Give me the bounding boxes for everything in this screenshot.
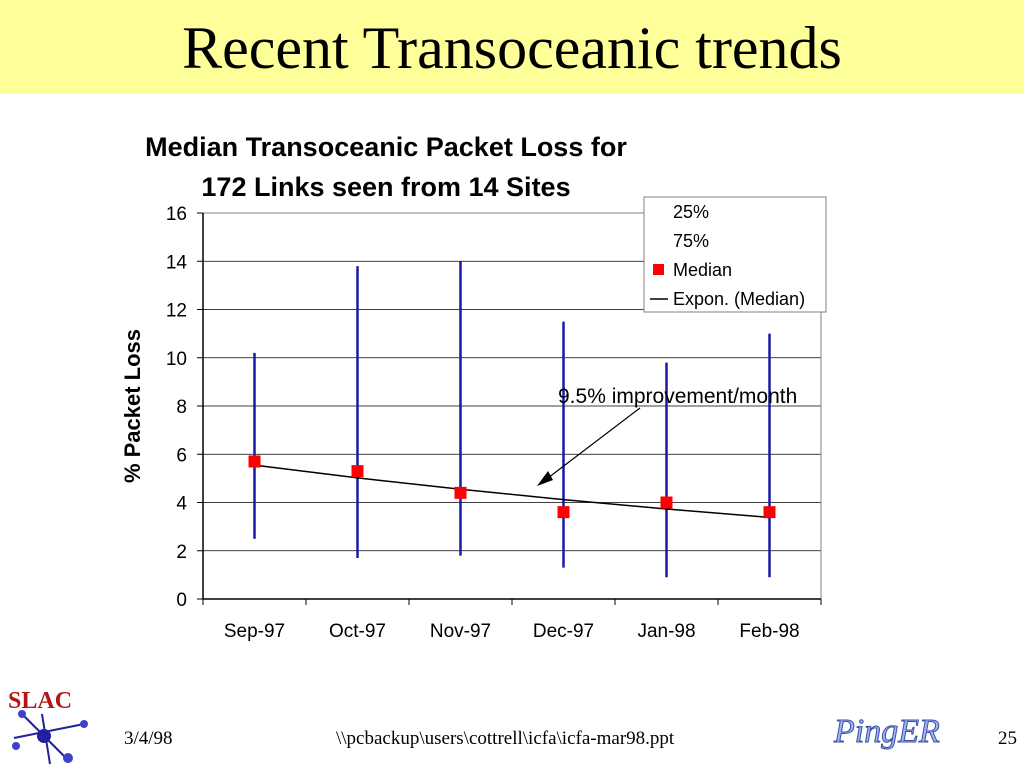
page-number: 25 <box>998 728 1017 749</box>
annotation-text: 9.5% improvement/month <box>558 385 797 408</box>
y-tick-label: 0 <box>176 590 187 611</box>
y-tick-label: 6 <box>176 445 187 466</box>
legend-label: Expon. (Median) <box>673 289 805 309</box>
y-axis-label: % Packet Loss <box>120 329 145 483</box>
pinger-logo: PingER <box>830 706 950 756</box>
y-tick-label: 14 <box>166 252 188 273</box>
annotation-arrow-head <box>537 471 553 486</box>
median-point <box>557 506 570 519</box>
legend-label: 25% <box>673 202 709 222</box>
chart-title-line2: 172 Links seen from 14 Sites <box>201 172 570 202</box>
slac-logo-text: SLAC <box>8 688 72 714</box>
x-tick-label: Oct-97 <box>329 621 386 642</box>
footer-date: 3/4/98 <box>124 728 173 749</box>
x-tick-label: Nov-97 <box>430 621 491 642</box>
x-tick-label: Feb-98 <box>739 621 799 642</box>
legend-box <box>643 196 827 313</box>
x-tick-label: Sep-97 <box>224 621 285 642</box>
median-point <box>351 465 364 478</box>
title-band <box>0 0 1024 94</box>
y-tick-label: 8 <box>176 397 187 418</box>
y-tick-label: 16 <box>166 204 187 225</box>
slide-title: Recent Transoceanic trends <box>182 15 842 81</box>
packet-loss-chart: Median Transoceanic Packet Loss for 172 L… <box>120 132 827 642</box>
x-tick-label: Jan-98 <box>637 621 695 642</box>
annotation-arrow-line <box>543 407 641 482</box>
y-tick-label: 12 <box>166 301 187 322</box>
median-point <box>660 496 673 509</box>
y-tick-label: 10 <box>166 349 187 370</box>
footer-path: \\pcbackup\users\cottrell\icfa\icfa-mar9… <box>336 728 675 749</box>
slac-logo: SLAC <box>4 684 100 768</box>
pinger-logo-text: PingER <box>833 713 940 750</box>
legend-label: Median <box>673 260 732 280</box>
median-point <box>763 506 776 519</box>
trend-line <box>254 464 770 519</box>
median-point <box>454 486 467 499</box>
x-tick-label: Dec-97 <box>533 621 594 642</box>
y-tick-label: 2 <box>176 542 187 563</box>
y-tick-label: 4 <box>176 494 187 515</box>
chart-title-line1: Median Transoceanic Packet Loss for <box>145 132 627 162</box>
median-point <box>248 455 261 468</box>
legend-label: 75% <box>673 231 709 251</box>
legend-median-marker <box>653 264 664 275</box>
